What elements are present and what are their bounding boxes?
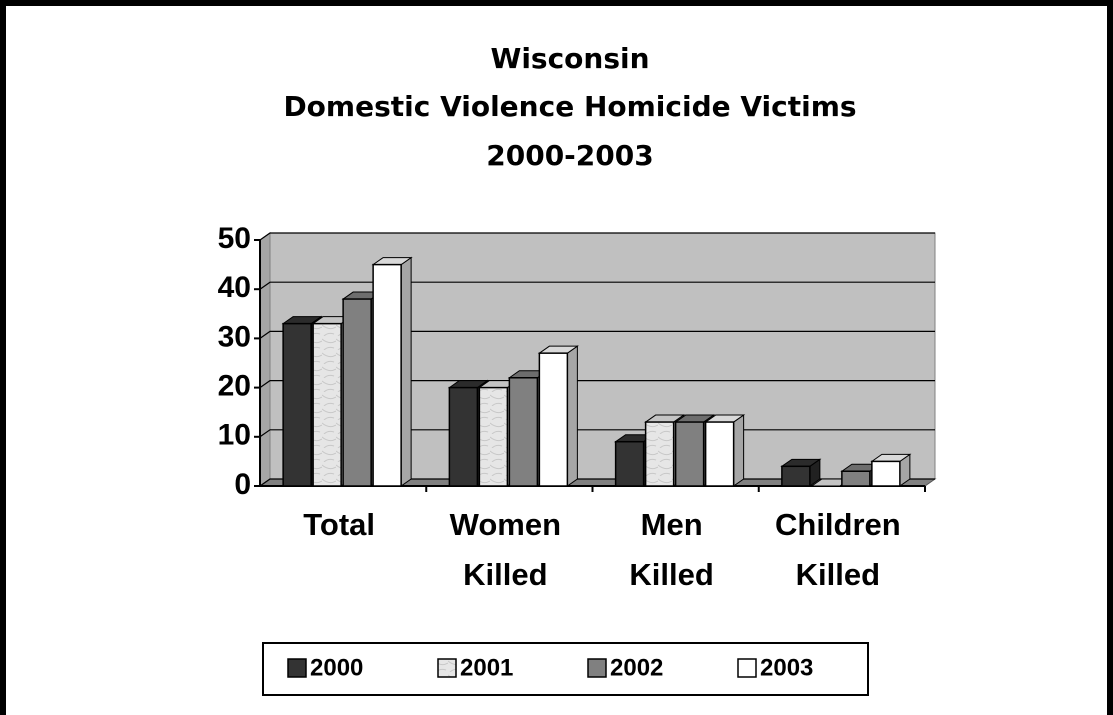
legend-swatch [437, 658, 457, 678]
bar-front [448, 386, 479, 487]
bar [537, 345, 579, 487]
bar-front [312, 322, 342, 487]
x-tick-label: Men Killed [629, 507, 713, 592]
bar-front [282, 322, 312, 487]
bar-side [400, 256, 412, 487]
chart-title: Wisconsin [490, 42, 649, 75]
label-line: Killed [796, 557, 880, 592]
y-tick-label: 20 [218, 370, 251, 403]
bar-front [674, 421, 705, 487]
legend-box [262, 642, 869, 696]
bar [704, 414, 746, 487]
bar-front [508, 377, 539, 487]
x-tick-label: Total [303, 507, 375, 542]
bar-front [644, 421, 675, 487]
bar-front [781, 465, 811, 487]
bar-front [478, 386, 509, 487]
legend-label: 2002 [610, 654, 663, 681]
chart-title: 2000-2003 [486, 139, 653, 172]
bar-front [871, 460, 901, 487]
bar-side [566, 345, 578, 487]
label-line: Total [303, 507, 375, 542]
label-line: Killed [629, 557, 713, 592]
label-line: Children [775, 507, 901, 542]
side-wall [259, 232, 271, 487]
grid-line [259, 281, 935, 290]
y-tick-label: 10 [218, 419, 251, 452]
legend-label: 2003 [760, 654, 813, 681]
legend-label: 2001 [460, 654, 513, 681]
bar-front [538, 352, 569, 487]
bar [780, 458, 822, 487]
x-tick-label: Children Killed [775, 507, 901, 592]
legend-label: 2000 [310, 654, 363, 681]
y-tick-label: 30 [218, 320, 251, 353]
bar-front [614, 440, 645, 487]
bar-front [372, 263, 402, 487]
label-line: Women [450, 507, 561, 542]
x-tick-label: Women Killed [450, 507, 561, 592]
bar-front [342, 298, 372, 487]
grid-line [259, 380, 935, 389]
y-tick-label: 40 [218, 271, 251, 304]
bar [371, 256, 413, 487]
y-tick-label: 0 [234, 468, 251, 501]
grid-line [259, 232, 935, 241]
label-line: Killed [463, 557, 547, 592]
y-tick-label: 50 [218, 222, 251, 255]
label-line: Men [641, 507, 703, 542]
bar [870, 453, 912, 487]
chart-title: Domestic Violence Homicide Victims [283, 90, 856, 123]
bar-front [704, 421, 735, 487]
bar-side [733, 414, 745, 487]
bar-front [841, 470, 871, 487]
legend-swatch [287, 658, 307, 678]
legend-swatch [737, 658, 757, 678]
legend-swatch [587, 658, 607, 678]
grid-line [259, 330, 935, 339]
